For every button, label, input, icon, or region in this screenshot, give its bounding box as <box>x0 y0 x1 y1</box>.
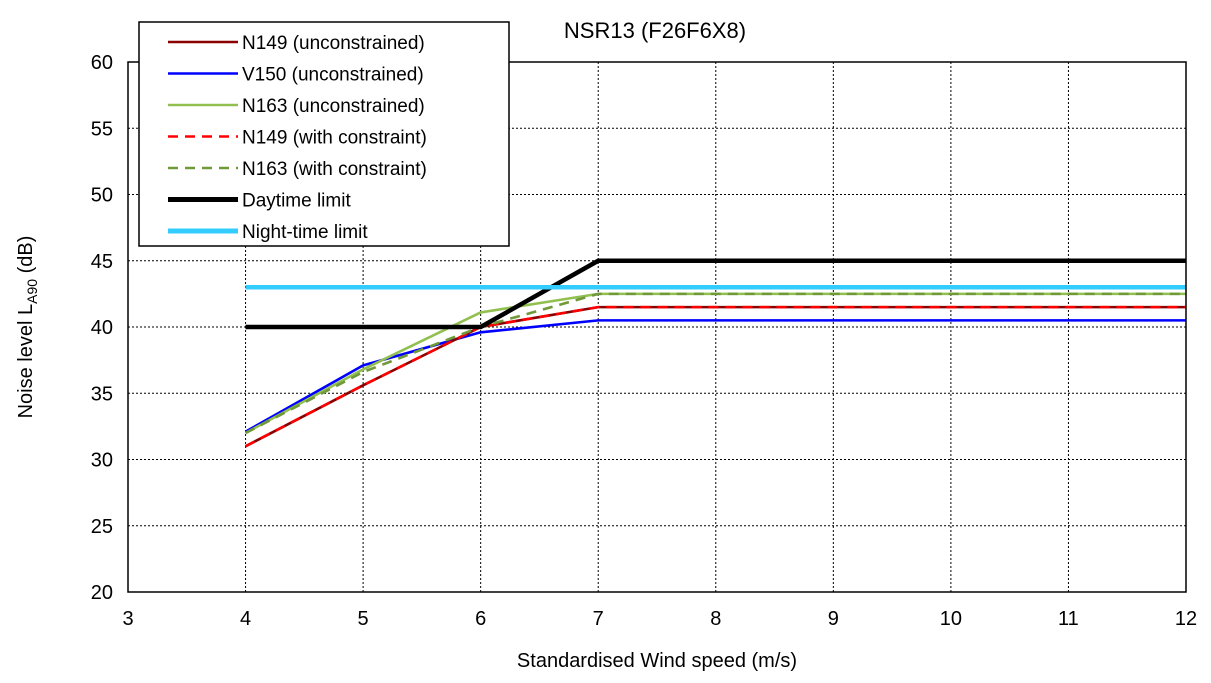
y-tick-label-25: 25 <box>91 516 113 538</box>
x-tick-label-6: 6 <box>475 608 486 630</box>
chart-title: NSR13 (F26F6X8) <box>564 18 746 43</box>
x-tick-label-3: 3 <box>122 608 133 630</box>
y-tick-label-60: 60 <box>91 52 113 74</box>
y-tick-label-35: 35 <box>91 383 113 405</box>
y-tick-label-50: 50 <box>91 185 113 207</box>
y-axis-label-subscript: A90 <box>24 279 40 304</box>
x-tick-label-11: 11 <box>1058 608 1079 630</box>
x-tick-label-8: 8 <box>710 608 721 630</box>
legend-label-0: N149 (unconstrained) <box>242 33 425 54</box>
legend: N149 (unconstrained) V150 (unconstrained)… <box>138 21 510 247</box>
y-tick-label-55: 55 <box>91 118 113 140</box>
y-axis-label-suffix: (dB) <box>15 236 37 279</box>
y-tick-label-40: 40 <box>91 317 113 339</box>
x-tick-labels: 3 4 5 6 7 8 9 10 11 12 <box>122 608 1197 630</box>
x-tick-label-12: 12 <box>1175 608 1197 630</box>
plot-area <box>127 61 1187 593</box>
y-axis-label: Noise level LA90 (dB) <box>15 236 40 419</box>
legend-label-1: V150 (unconstrained) <box>242 65 424 86</box>
legend-label-4: N163 (with constraint) <box>242 159 427 180</box>
legend-label-5: Daytime limit <box>242 191 351 212</box>
y-tick-label-20: 20 <box>91 582 113 604</box>
y-axis-label-prefix: Noise level L <box>15 304 37 419</box>
x-tick-label-10: 10 <box>940 608 962 630</box>
series-line-3 <box>244 305 1186 448</box>
x-tick-label-9: 9 <box>828 608 839 630</box>
legend-label-2: N163 (unconstrained) <box>242 96 425 117</box>
y-tick-labels: 20 25 30 35 40 45 50 55 60 <box>91 52 113 604</box>
x-axis-label: Standardised Wind speed (m/s) <box>517 650 797 672</box>
y-tick-label-30: 30 <box>91 450 113 472</box>
series-layer <box>244 258 1186 448</box>
legend-label-3: N149 (with constraint) <box>242 128 427 149</box>
y-tick-label-45: 45 <box>91 251 113 273</box>
series-line-5 <box>245 258 1186 330</box>
legend-label-6: Night-time limit <box>242 222 368 243</box>
x-tick-label-5: 5 <box>358 608 369 630</box>
series-line-4 <box>244 292 1186 435</box>
x-tick-label-7: 7 <box>593 608 604 630</box>
series-line-1 <box>244 319 1186 433</box>
legend-box <box>138 21 510 247</box>
x-tick-label-4: 4 <box>240 608 251 630</box>
